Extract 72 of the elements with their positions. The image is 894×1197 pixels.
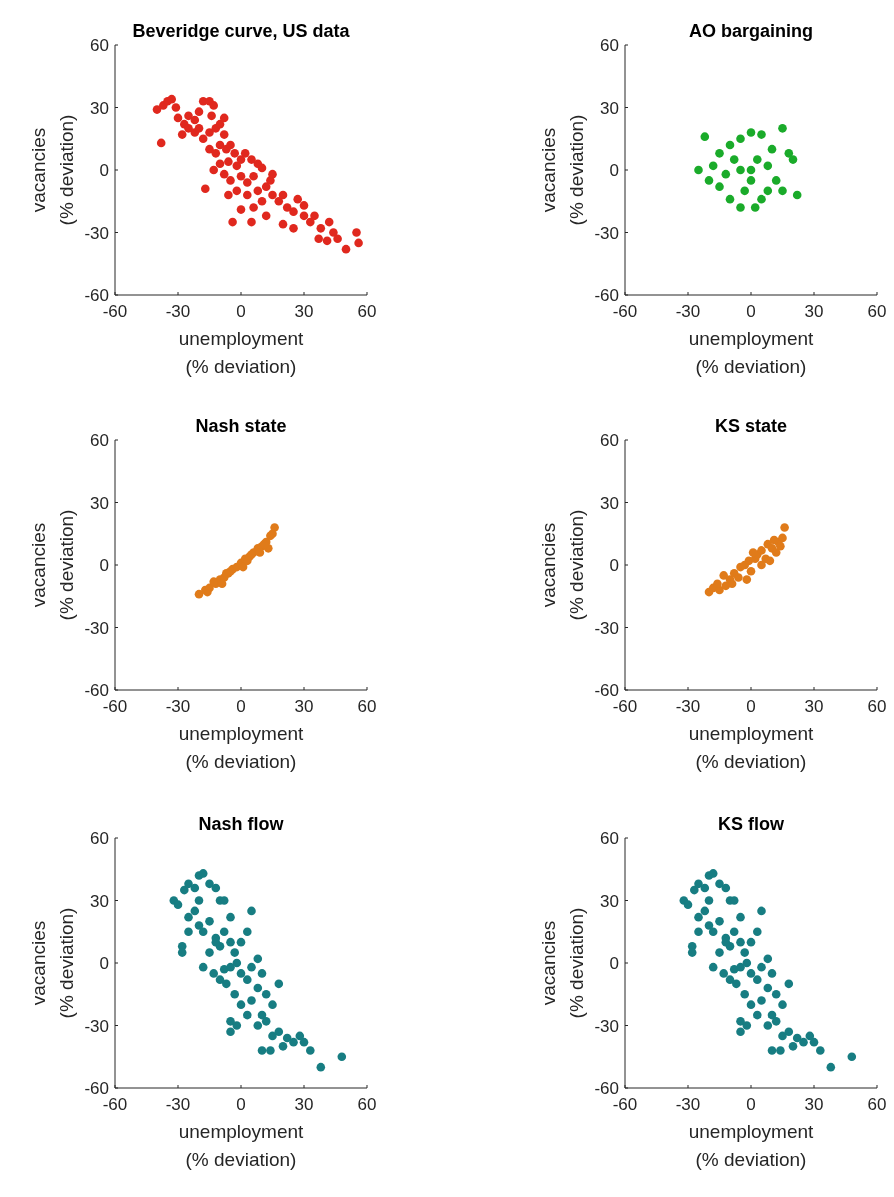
y-tick-label: 30: [600, 98, 619, 118]
chart-title: KS state: [714, 416, 788, 436]
y-axis-title: vacancies (% deviation): [538, 114, 587, 226]
y-tick-label: 60: [90, 431, 109, 450]
x-tick-label: 0: [746, 697, 756, 716]
chart-title: Nash state: [195, 416, 287, 436]
y-tick-label: -60: [84, 286, 109, 305]
x-tick-label: 60: [357, 1095, 377, 1114]
y-axis-title: vacancies (% deviation): [538, 509, 587, 621]
x-tick-label: 30: [804, 1095, 824, 1114]
x-tick-label: 60: [867, 1095, 887, 1114]
x-tick-label: 30: [804, 302, 824, 321]
y-tick-label: -30: [84, 1016, 109, 1036]
chart-title: KS flow: [718, 814, 785, 834]
chart-title: Beveridge curve, US data: [132, 21, 351, 41]
x-tick-label: -30: [675, 1095, 701, 1114]
y-tick-label: -30: [594, 1016, 619, 1036]
y-tick-label: 0: [609, 954, 619, 973]
y-tick-label: 30: [600, 891, 619, 911]
x-tick-label: 0: [236, 697, 246, 716]
x-tick-label: 0: [746, 302, 756, 321]
y-tick-label: 60: [90, 36, 109, 55]
chart-title: Nash flow: [198, 814, 285, 834]
x-tick-label: 30: [294, 1095, 314, 1114]
x-tick-label: -30: [165, 697, 191, 716]
x-axis-title: unemployment (% deviation): [178, 723, 305, 772]
x-tick-label: 60: [867, 697, 887, 716]
x-axis-title: unemployment (% deviation): [688, 328, 815, 377]
y-tick-label: 60: [600, 36, 619, 55]
y-axis-title: vacancies (% deviation): [538, 907, 587, 1019]
x-axis-title: unemployment (% deviation): [688, 723, 815, 772]
x-tick-label: 30: [294, 302, 314, 321]
x-tick-label: -30: [165, 1095, 191, 1114]
y-tick-label: -30: [594, 618, 619, 638]
y-tick-label: 30: [600, 493, 619, 513]
x-tick-label: 60: [357, 302, 377, 321]
chart-title: AO bargaining: [688, 21, 814, 41]
x-tick-label: -30: [675, 697, 701, 716]
y-axis-title: vacancies (% deviation): [28, 114, 77, 226]
y-tick-label: 60: [600, 431, 619, 450]
y-tick-label: -60: [84, 1079, 109, 1098]
x-tick-label: 0: [746, 1095, 756, 1114]
y-axis-title: vacancies (% deviation): [28, 509, 77, 621]
x-tick-label: -30: [675, 302, 701, 321]
y-tick-label: 0: [99, 954, 109, 973]
x-tick-label: -30: [165, 302, 191, 321]
y-tick-label: -60: [84, 681, 109, 700]
y-tick-label: -30: [84, 618, 109, 638]
y-axis-title: vacancies (% deviation): [28, 907, 77, 1019]
x-tick-label: 30: [294, 697, 314, 716]
y-tick-label: -60: [594, 286, 619, 305]
x-tick-label: 0: [236, 302, 246, 321]
y-tick-label: -30: [594, 223, 619, 243]
y-tick-label: -60: [594, 681, 619, 700]
y-tick-label: 30: [90, 891, 109, 911]
y-tick-label: 30: [90, 98, 109, 118]
x-axis-title: unemployment (% deviation): [178, 1121, 305, 1170]
y-tick-label: 0: [99, 556, 109, 575]
y-tick-label: -30: [84, 223, 109, 243]
y-tick-label: 0: [609, 556, 619, 575]
x-axis-title: unemployment (% deviation): [178, 328, 305, 377]
x-tick-label: 60: [867, 302, 887, 321]
y-tick-label: 30: [90, 493, 109, 513]
x-tick-label: 30: [804, 697, 824, 716]
y-tick-label: 60: [90, 829, 109, 848]
y-tick-label: -60: [594, 1079, 619, 1098]
x-tick-label: 60: [357, 697, 377, 716]
y-tick-label: 0: [99, 161, 109, 180]
y-tick-label: 0: [609, 161, 619, 180]
x-tick-label: 0: [236, 1095, 246, 1114]
x-axis-title: unemployment (% deviation): [688, 1121, 815, 1170]
y-tick-label: 60: [600, 829, 619, 848]
